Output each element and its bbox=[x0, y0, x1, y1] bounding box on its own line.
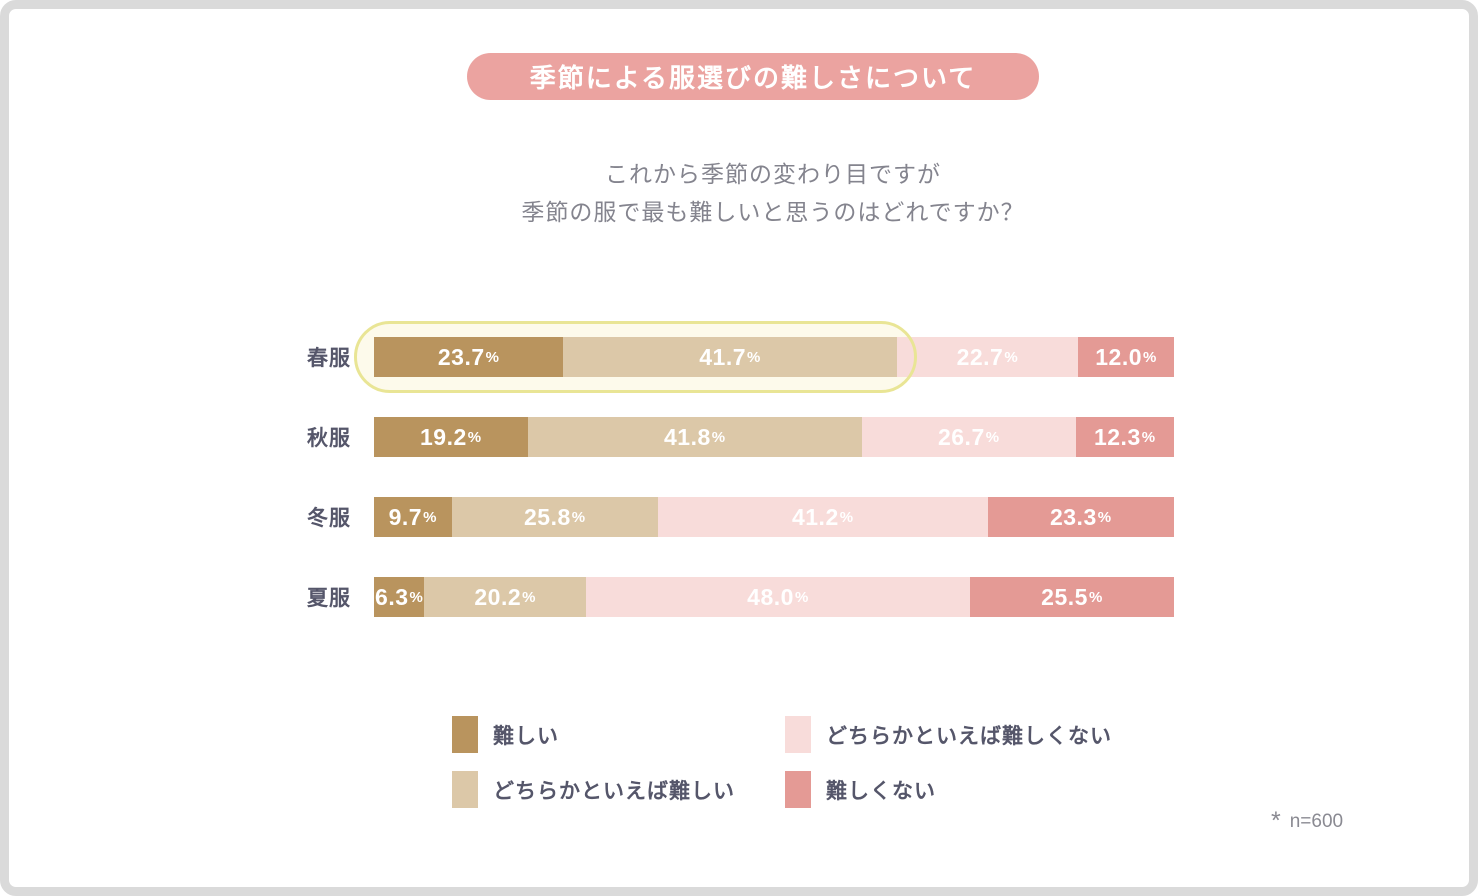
bar-row: 秋服 19.2% 41.8% 26.7% 12.3% bbox=[289, 417, 1174, 457]
bar-track: 9.7% 25.8% 41.2% 23.3% bbox=[374, 497, 1174, 537]
legend-item: どちらかといえば難しい bbox=[452, 771, 785, 808]
segment-unit: % bbox=[839, 508, 854, 526]
segment-value: 20.2 bbox=[474, 583, 522, 610]
bar-track: 19.2% 41.8% 26.7% 12.3% bbox=[374, 417, 1174, 457]
segment-unit: % bbox=[1088, 588, 1103, 606]
segment-value: 12.3 bbox=[1093, 423, 1141, 450]
legend-label: どちらかといえば難しい bbox=[493, 779, 735, 803]
subtitle-line-2: 季節の服で最も難しいと思うのはどれですか？ bbox=[521, 199, 1025, 225]
legend-label: 難しい bbox=[493, 724, 559, 748]
chart-title-pill: 季節による服選びの難しさについて bbox=[467, 53, 1039, 100]
chart-title: 季節による服選びの難しさについて bbox=[529, 63, 977, 93]
chart-legend: 難しい どちらかといえば難しくないどちらかといえば難しい 難しくない bbox=[452, 716, 1112, 808]
bar-segment: 12.0% bbox=[1078, 337, 1174, 377]
segment-unit: % bbox=[1004, 348, 1019, 366]
legend-label: 難しくない bbox=[826, 779, 936, 803]
segment-unit: % bbox=[794, 588, 809, 606]
bar-segment: 26.7% bbox=[861, 417, 1076, 457]
segment-value: 22.7 bbox=[956, 343, 1004, 370]
segment-value: 41.2 bbox=[791, 503, 839, 530]
asterisk-icon: * bbox=[1271, 807, 1281, 835]
segment-value: 9.7 bbox=[388, 503, 423, 530]
segment-unit: % bbox=[485, 348, 500, 366]
segment-unit: % bbox=[1097, 508, 1112, 526]
bar-row-label: 春服 bbox=[307, 347, 351, 370]
bar-segment: 6.3% bbox=[374, 577, 425, 617]
segment-value: 23.3 bbox=[1049, 503, 1097, 530]
bar-row-label: 夏服 bbox=[307, 587, 351, 610]
segment-value: 41.8 bbox=[663, 423, 711, 450]
segment-value: 25.8 bbox=[523, 503, 571, 530]
bar-row: 冬服 9.7% 25.8% 41.2% 23.3% bbox=[289, 497, 1174, 537]
bar-segment: 41.7% bbox=[563, 337, 897, 377]
bar-segment: 41.8% bbox=[527, 417, 862, 457]
legend-swatch bbox=[452, 716, 478, 753]
bar-segment: 25.8% bbox=[451, 497, 658, 537]
segment-unit: % bbox=[747, 348, 761, 366]
sample-size-text: n=600 bbox=[1289, 810, 1344, 832]
bar-row: 夏服 6.3% 20.2% 48.0% 25.5% bbox=[289, 577, 1174, 617]
legend-swatch bbox=[785, 716, 811, 753]
sample-size-note: * n=600 bbox=[1271, 809, 1343, 834]
legend-item: 難しくない bbox=[785, 771, 1112, 808]
bar-segment: 48.0% bbox=[585, 577, 970, 617]
bar-track: 23.7% 41.7% 22.7% 12.0% bbox=[354, 321, 1174, 393]
segment-unit: % bbox=[1143, 348, 1157, 366]
segment-unit: % bbox=[1141, 428, 1156, 446]
segment-unit: % bbox=[522, 588, 536, 606]
segment-value: 23.7 bbox=[437, 343, 485, 370]
bar-segment: 12.3% bbox=[1075, 417, 1174, 457]
bar-row-label: 秋服 bbox=[307, 427, 351, 450]
bar-segment: 23.3% bbox=[987, 497, 1174, 537]
bar-track: 6.3% 20.2% 48.0% 25.5% bbox=[374, 577, 1174, 617]
stacked-bar-chart: 春服 23.7% 41.7% 22.7% 12.0% 秋服 19.2% 41.8% 26.7% 1… bbox=[289, 321, 1174, 657]
legend-swatch bbox=[785, 771, 811, 808]
segment-value: 19.2 bbox=[419, 423, 467, 450]
bar-segment: 19.2% bbox=[374, 417, 528, 457]
segment-value: 12.0 bbox=[1095, 343, 1142, 370]
legend-swatch bbox=[452, 771, 478, 808]
bar-segment: 25.5% bbox=[969, 577, 1174, 617]
bar-row: 春服 23.7% 41.7% 22.7% 12.0% bbox=[289, 321, 1174, 393]
bar-segment: 23.7% bbox=[374, 337, 564, 377]
legend-label: どちらかといえば難しくない bbox=[826, 724, 1112, 748]
subtitle-line-1: これから季節の変わり目ですが bbox=[605, 161, 941, 187]
bar-segment: 20.2% bbox=[424, 577, 586, 617]
chart-subtitle: これから季節の変わり目ですが 季節の服で最も難しいと思うのはどれですか？ bbox=[323, 155, 1223, 231]
segment-unit: % bbox=[409, 588, 424, 606]
legend-item: 難しい bbox=[452, 716, 785, 753]
segment-unit: % bbox=[571, 508, 586, 526]
bar-row-label: 冬服 bbox=[307, 507, 351, 530]
segment-unit: % bbox=[467, 428, 482, 446]
bar-segment: 22.7% bbox=[896, 337, 1079, 377]
legend-item: どちらかといえば難しくない bbox=[785, 716, 1112, 753]
segment-value: 26.7 bbox=[937, 423, 985, 450]
segment-value: 6.3 bbox=[375, 583, 409, 610]
segment-unit: % bbox=[423, 508, 437, 526]
segment-value: 48.0 bbox=[747, 583, 794, 610]
segment-unit: % bbox=[985, 428, 1000, 446]
segment-value: 41.7 bbox=[699, 343, 746, 370]
bar-segment: 9.7% bbox=[374, 497, 452, 537]
segment-unit: % bbox=[711, 428, 726, 446]
segment-value: 25.5 bbox=[1041, 583, 1088, 610]
bar-segment: 41.2% bbox=[657, 497, 988, 537]
